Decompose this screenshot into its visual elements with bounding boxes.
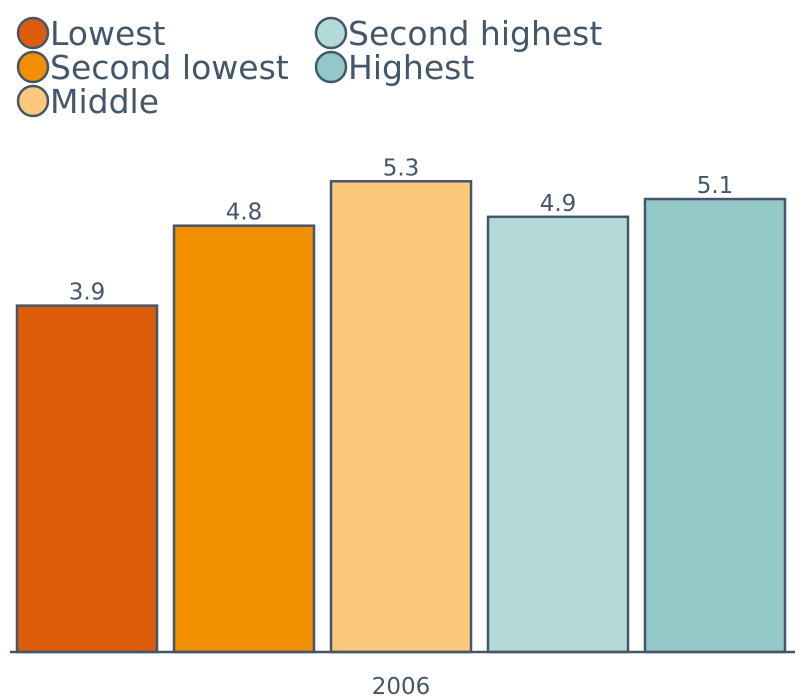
bar-second-lowest xyxy=(174,226,314,652)
bar-highest xyxy=(645,199,785,652)
legend-marker-middle xyxy=(18,86,48,116)
value-label-lowest: 3.9 xyxy=(69,280,106,306)
legend-marker-lowest xyxy=(18,18,48,48)
value-label-middle: 5.3 xyxy=(383,155,420,181)
legend-label-middle: Middle xyxy=(50,82,159,121)
legend-marker-second-lowest xyxy=(18,52,48,82)
value-label-second-lowest: 4.8 xyxy=(226,200,263,226)
legend-label-highest: Highest xyxy=(348,48,474,87)
legend-marker-second-highest xyxy=(316,18,346,48)
value-label-highest: 5.1 xyxy=(697,173,734,199)
value-label-second-highest: 4.9 xyxy=(540,191,577,217)
x-tick-label: 2006 xyxy=(372,674,431,700)
bar-lowest xyxy=(17,306,157,652)
bar-second-highest xyxy=(488,217,628,652)
legend-marker-highest xyxy=(316,52,346,82)
bar-middle xyxy=(331,181,471,652)
